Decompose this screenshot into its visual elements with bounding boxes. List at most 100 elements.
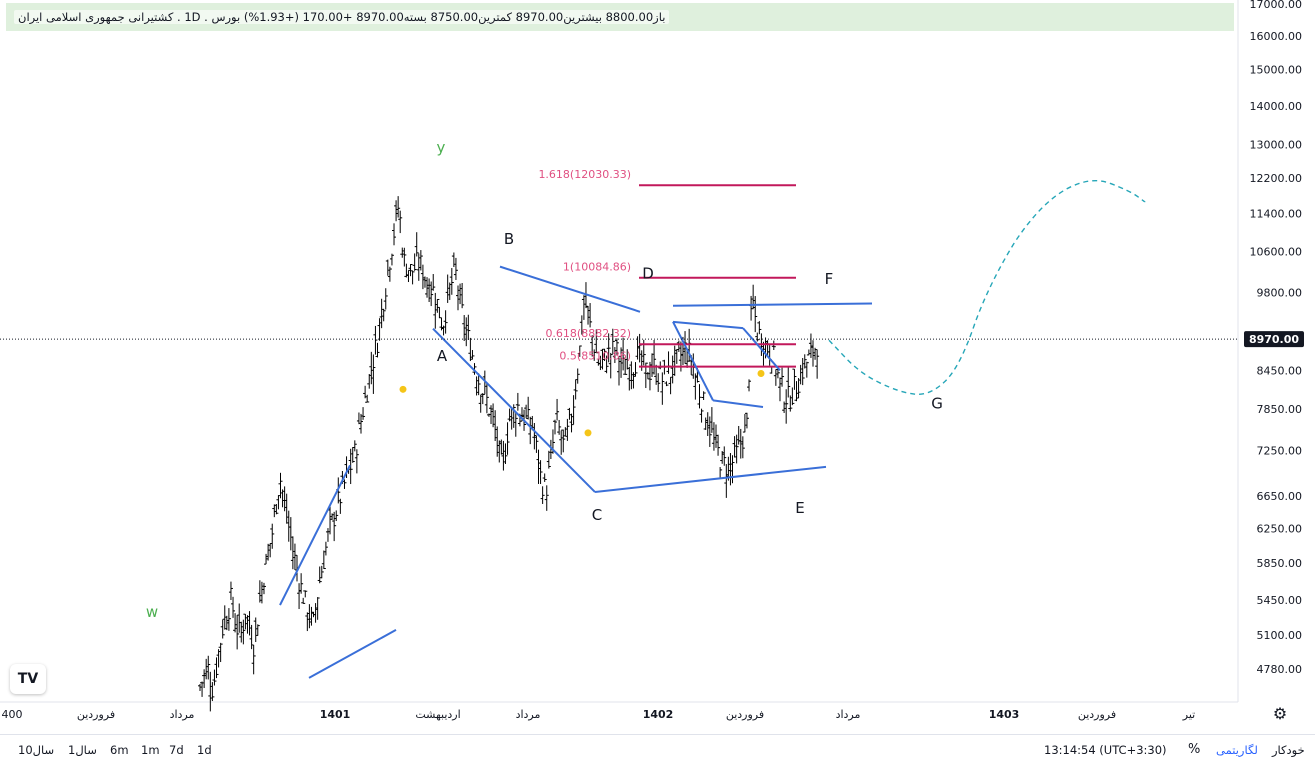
range-button-1y[interactable]: 1سال <box>68 743 97 757</box>
price-tick-label: 6650.00 <box>1257 490 1303 503</box>
candle <box>299 573 304 594</box>
candle <box>722 446 727 466</box>
candle <box>317 566 322 584</box>
candle <box>493 410 498 441</box>
candle <box>656 373 661 392</box>
candle <box>243 613 248 630</box>
candle <box>447 282 452 300</box>
candle <box>348 448 353 485</box>
marker-dot <box>584 429 592 437</box>
candle <box>588 303 593 328</box>
candle <box>350 446 355 463</box>
range-button-1m[interactable]: 1m <box>141 743 160 757</box>
price-tick-label: 7250.00 <box>1257 445 1303 458</box>
candle <box>394 200 399 222</box>
candle <box>288 517 293 551</box>
candle <box>676 340 681 352</box>
candle <box>728 453 733 486</box>
log-scale-toggle[interactable]: لگاریتمی <box>1216 743 1258 757</box>
candle <box>274 503 279 515</box>
candle <box>658 361 663 370</box>
candle <box>478 394 483 413</box>
price-tick-label: 4780.00 <box>1257 663 1303 676</box>
candle <box>422 276 427 288</box>
candle <box>441 325 446 336</box>
candle <box>278 472 283 499</box>
range-button-6m[interactable]: 6m <box>110 743 129 757</box>
wave-line <box>594 465 827 494</box>
price-tick-label: 6250.00 <box>1257 522 1303 535</box>
candle <box>701 391 706 400</box>
candle <box>431 274 436 291</box>
candle <box>732 436 737 458</box>
time-tick-label: 1401 <box>320 708 351 721</box>
candle <box>526 396 531 420</box>
time-tick-label: فروردین <box>77 708 115 721</box>
candle <box>602 348 607 362</box>
candle <box>373 325 378 355</box>
price-tick-label: 13000.00 <box>1250 139 1303 152</box>
candle <box>561 429 566 453</box>
candle <box>709 407 714 433</box>
price-tick-label: 5850.00 <box>1257 557 1303 570</box>
candle <box>736 425 741 445</box>
candle <box>711 422 716 451</box>
price-tick-label: 17000.00 <box>1250 0 1303 11</box>
candles-layer <box>198 196 820 712</box>
candle <box>309 606 314 626</box>
candle <box>472 363 477 375</box>
wave-labels-layer: y w A B C D E F G <box>146 139 943 621</box>
tradingview-logo[interactable]: TV <box>10 664 46 694</box>
candle <box>586 305 591 325</box>
candle <box>375 342 380 358</box>
price-tick-label: 9800.00 <box>1257 287 1303 300</box>
candle <box>802 354 807 369</box>
candle <box>406 269 411 283</box>
candle <box>610 328 615 354</box>
candle <box>321 550 326 570</box>
range-button-1d[interactable]: 1d <box>197 743 212 757</box>
time-axis[interactable]: 400 فروردین مرداد 1401 اردیبهشت مرداد 1402 فرور… <box>2 708 1196 721</box>
wave-line <box>742 327 781 372</box>
candle <box>410 270 415 285</box>
candle <box>567 407 572 420</box>
wave-label: E <box>795 499 804 517</box>
wave-line <box>499 265 641 313</box>
candle <box>536 449 541 484</box>
price-tick-label: 10600.00 <box>1250 246 1303 259</box>
candle <box>418 250 423 271</box>
candle <box>290 536 295 570</box>
candle <box>555 398 560 421</box>
candle <box>356 412 361 425</box>
candle <box>645 371 650 380</box>
candle <box>575 368 580 384</box>
candle <box>261 582 266 595</box>
price-axis[interactable]: 4780.00 5100.00 5450.00 5850.00 6250.00 6650.… <box>1250 0 1303 676</box>
clock-timezone[interactable]: 13:14:54 (UTC+3:30) <box>1044 743 1167 757</box>
candle <box>385 259 390 276</box>
candle <box>790 387 795 406</box>
chart-canvas[interactable]: 1.618(12030.33) 1(10084.86) 0.618(8882.32)… <box>0 0 1315 734</box>
candle <box>420 264 425 290</box>
candle <box>398 210 403 234</box>
candle <box>334 510 339 522</box>
candle <box>453 257 458 280</box>
candle <box>266 543 271 561</box>
candle <box>486 413 491 417</box>
candle <box>449 268 454 295</box>
range-button-10y[interactable]: 10سال <box>18 743 55 757</box>
percent-toggle[interactable]: % <box>1188 742 1201 757</box>
candle <box>660 372 665 405</box>
range-button-7d[interactable]: 7d <box>169 743 184 757</box>
candle <box>569 413 574 433</box>
candle <box>749 295 754 321</box>
settings-gear-icon[interactable]: ⚙ <box>1272 704 1288 723</box>
candle <box>292 543 297 571</box>
candle <box>439 317 444 331</box>
candle <box>451 252 456 268</box>
candle <box>573 379 578 400</box>
candle <box>565 418 570 441</box>
price-tick-label: 15000.00 <box>1250 64 1303 77</box>
marker-dot <box>757 370 765 378</box>
auto-scale-toggle[interactable]: خودکار <box>1272 743 1305 757</box>
